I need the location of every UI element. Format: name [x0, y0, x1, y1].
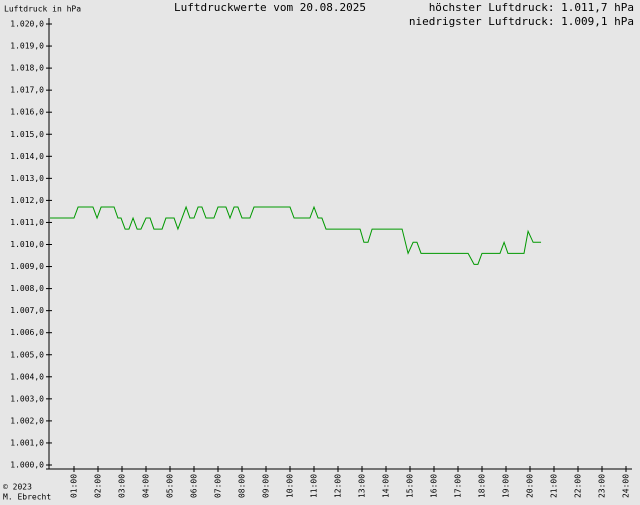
y-tick-label: 1.006,0	[10, 328, 44, 337]
x-tick-label: 10:00	[286, 474, 295, 498]
annotation: niedrigster Luftdruck: 1.009,1 hPa	[409, 15, 634, 28]
x-tick-label: 06:00	[190, 474, 199, 498]
annotation: höchster Luftdruck: 1.011,7 hPa	[429, 1, 634, 14]
x-tick-label: 14:00	[382, 474, 391, 498]
x-tick-label: 12:00	[334, 474, 343, 498]
y-tick-label: 1.019,0	[10, 42, 44, 51]
x-tick-label: 18:00	[478, 474, 487, 498]
y-tick-label: 1.015,0	[10, 130, 44, 139]
x-tick-label: 22:00	[574, 474, 583, 498]
x-tick-label: 15:00	[406, 474, 415, 498]
data-line	[50, 205, 542, 265]
y-tick-label: 1.013,0	[10, 174, 44, 183]
y-tick-label: 1.020,0	[10, 20, 44, 29]
y-tick-label: 1.004,0	[10, 372, 44, 381]
y-tick-label: 1.018,0	[10, 64, 44, 73]
x-tick-label: 01:00	[70, 474, 79, 498]
x-tick-label: 19:00	[502, 474, 511, 498]
y-tick-label: 1.016,0	[10, 108, 44, 117]
x-tick-label: 02:00	[94, 474, 103, 498]
y-tick-label: 1.009,0	[10, 262, 44, 271]
chart-title: Luftdruckwerte vom 20.08.2025	[174, 1, 366, 14]
x-tick-label: 04:00	[142, 474, 151, 498]
x-tick-label: 23:00	[598, 474, 607, 498]
y-tick-label: 1.010,0	[10, 240, 44, 249]
y-tick-label: 1.005,0	[10, 350, 44, 359]
x-tick-label: 05:00	[166, 474, 175, 498]
y-tick-label: 1.003,0	[10, 394, 44, 403]
x-tick-label: 20:00	[526, 474, 535, 498]
y-tick-label: 1.014,0	[10, 152, 44, 161]
x-tick-label: 17:00	[454, 474, 463, 498]
footer: M. Ebrecht	[3, 493, 51, 502]
x-tick-label: 09:00	[262, 474, 271, 498]
x-tick-label: 21:00	[550, 474, 559, 498]
x-tick-label: 08:00	[238, 474, 247, 498]
x-tick-label: 13:00	[358, 474, 367, 498]
y-tick-label: 1.002,0	[10, 416, 44, 425]
x-tick-label: 03:00	[118, 474, 127, 498]
y-tick-label: 1.012,0	[10, 196, 44, 205]
y-tick-label: 1.000,0	[10, 461, 44, 470]
footer: © 2023	[3, 483, 32, 492]
y-tick-label: 1.017,0	[10, 86, 44, 95]
y-tick-label: 1.008,0	[10, 284, 44, 293]
y-axis-label: Luftdruck in hPa	[4, 5, 81, 14]
x-tick-label: 16:00	[430, 474, 439, 498]
y-tick-label: 1.011,0	[10, 218, 44, 227]
x-tick-label: 07:00	[214, 474, 223, 498]
x-tick-label: 11:00	[310, 474, 319, 498]
y-tick-label: 1.007,0	[10, 306, 44, 315]
x-tick-label: 24:00	[622, 474, 631, 498]
y-tick-label: 1.001,0	[10, 438, 44, 447]
